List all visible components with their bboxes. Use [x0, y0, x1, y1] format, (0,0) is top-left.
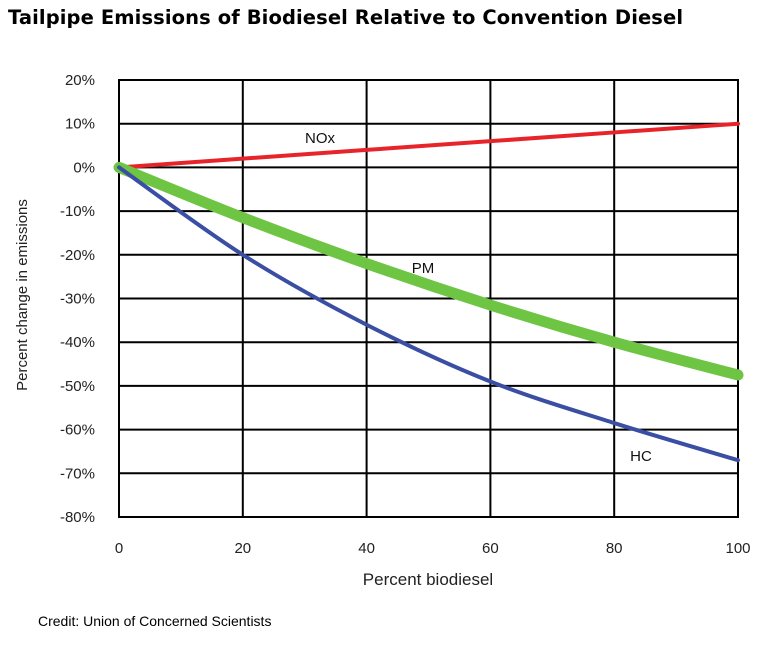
- y-axis-label: Percent change in emissions: [14, 199, 31, 391]
- y-tick-label: -70%: [60, 465, 95, 482]
- x-tick-label: 40: [358, 540, 375, 557]
- y-tick-label: -20%: [60, 247, 95, 264]
- series-line-pm: [113, 161, 744, 381]
- y-tick-label: -10%: [60, 203, 95, 220]
- y-tick-label: 20%: [65, 72, 95, 89]
- x-tick-label: 60: [482, 540, 499, 557]
- x-tick-label: 100: [725, 540, 750, 557]
- series-label-pm: PM: [412, 260, 435, 277]
- x-tick-label: 80: [606, 540, 623, 557]
- series-line-nox: [117, 121, 740, 170]
- y-tick-label: -60%: [60, 422, 95, 439]
- credit-note: Credit: Union of Concerned Scientists: [38, 613, 272, 629]
- y-tick-label: -50%: [60, 378, 95, 395]
- x-tick-label: 0: [115, 540, 123, 557]
- chart-title: Tailpipe Emissions of Biodiesel Relative…: [8, 6, 684, 29]
- series-label-hc: HC: [630, 448, 652, 465]
- y-tick-label: -40%: [60, 334, 95, 351]
- x-axis-label: Percent biodiesel: [363, 570, 493, 589]
- y-tick-label: -80%: [60, 509, 95, 526]
- y-tick-label: 10%: [65, 116, 95, 133]
- series-labels: NOx PM HC: [305, 130, 652, 465]
- y-tick-label: -30%: [60, 291, 95, 308]
- grid-lines: [118, 79, 739, 518]
- series-lines: [113, 121, 744, 463]
- series-label-nox: NOx: [305, 130, 336, 147]
- series-line-hc: [117, 165, 740, 463]
- y-tick-label: 0%: [73, 159, 95, 176]
- x-tick-label: 20: [234, 540, 251, 557]
- tick-labels: 0 20 40 60 80 100 20% 10% 0% -10% -20% -30% -40% -50%…: [60, 72, 751, 557]
